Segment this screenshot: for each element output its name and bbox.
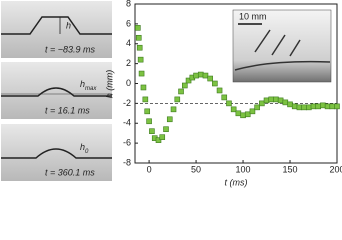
data-point bbox=[149, 128, 155, 134]
data-point bbox=[212, 80, 218, 87]
data-point bbox=[324, 103, 331, 110]
film-profile bbox=[1, 16, 112, 35]
data-point bbox=[197, 71, 204, 78]
data-point bbox=[244, 111, 251, 118]
data-point bbox=[259, 100, 265, 107]
data-point bbox=[320, 102, 326, 109]
photo-panel: hmax t = 16.1 ms bbox=[1, 62, 112, 119]
y-tick-label: 8 bbox=[126, 0, 131, 8]
y-tick-label: 6 bbox=[126, 18, 131, 28]
data-point bbox=[291, 103, 298, 110]
inset-photo bbox=[232, 9, 332, 83]
y-tick-label: -4 bbox=[123, 118, 131, 128]
panel-caption: t = 16.1 ms bbox=[45, 105, 90, 115]
data-point bbox=[185, 77, 192, 84]
y-tick-label: -8 bbox=[123, 157, 131, 167]
data-point bbox=[159, 134, 166, 140]
data-point bbox=[137, 56, 144, 63]
inset: 10 mm bbox=[232, 9, 332, 83]
photo bbox=[1, 1, 112, 58]
data-point bbox=[235, 110, 242, 117]
data-point bbox=[216, 87, 223, 94]
panel-label: h bbox=[66, 20, 71, 30]
data-point bbox=[301, 104, 307, 111]
data-point bbox=[155, 137, 162, 143]
x-tick-label: 50 bbox=[191, 164, 201, 174]
data-point bbox=[249, 108, 256, 115]
data-point bbox=[287, 101, 293, 108]
film-profile bbox=[1, 87, 112, 97]
data-point bbox=[140, 84, 147, 91]
data-point bbox=[254, 104, 260, 111]
data-point bbox=[282, 99, 289, 106]
data-point bbox=[142, 96, 149, 103]
photo bbox=[1, 124, 112, 181]
panel-label: h0 bbox=[80, 142, 89, 154]
y-tick-label: 2 bbox=[126, 58, 131, 68]
data-point bbox=[334, 103, 340, 110]
data-point bbox=[138, 70, 145, 77]
data-point bbox=[226, 100, 232, 107]
y-tick-label: -2 bbox=[123, 98, 131, 108]
data-point bbox=[146, 118, 152, 125]
data-point bbox=[315, 103, 322, 110]
photo-panel: h0 t = 360.1 ms bbox=[1, 124, 112, 181]
data-point bbox=[178, 88, 184, 95]
data-point bbox=[263, 97, 270, 104]
film-profile bbox=[1, 148, 112, 159]
x-tick-label: 200 bbox=[329, 164, 342, 174]
data-point bbox=[136, 44, 143, 51]
y-tick-label: 4 bbox=[126, 38, 131, 48]
data-point bbox=[277, 97, 284, 104]
data-point bbox=[310, 103, 317, 110]
data-point bbox=[202, 72, 209, 79]
data-point bbox=[207, 75, 213, 82]
x-tick-label: 150 bbox=[283, 164, 298, 174]
photo-panel: h t = −83.9 ms bbox=[1, 1, 112, 58]
x-axis-label: t (ms) bbox=[225, 177, 248, 187]
data-point bbox=[329, 103, 336, 110]
panel-label: hmax bbox=[80, 79, 97, 91]
panel-caption: t = 360.1 ms bbox=[45, 167, 95, 177]
data-point bbox=[170, 106, 177, 113]
data-point bbox=[230, 106, 237, 113]
data-point bbox=[240, 112, 246, 119]
inset-drops bbox=[234, 29, 331, 71]
photo bbox=[1, 62, 112, 119]
data-point bbox=[144, 108, 151, 115]
panel-caption: t = −83.9 ms bbox=[45, 44, 96, 54]
data-point bbox=[268, 96, 275, 103]
y-tick-label: -6 bbox=[123, 138, 131, 148]
y-tick-label: 0 bbox=[126, 78, 131, 88]
figure: h t = −83.9 ms hmax t = 16.1 ms h0 t = 3… bbox=[1, 0, 342, 187]
y-axis-label: h (mm) bbox=[104, 70, 114, 99]
data-point bbox=[273, 96, 279, 103]
x-tick-label: 0 bbox=[147, 164, 152, 174]
data-point bbox=[221, 94, 228, 101]
data-point bbox=[181, 82, 188, 89]
data-point bbox=[193, 72, 199, 79]
data-point bbox=[135, 25, 141, 31]
data-point bbox=[296, 104, 303, 111]
data-point bbox=[163, 126, 169, 133]
data-point bbox=[306, 104, 312, 111]
x-tick-label: 100 bbox=[236, 164, 251, 174]
data-point bbox=[174, 96, 181, 103]
data-point bbox=[166, 116, 173, 123]
data-point bbox=[135, 34, 142, 41]
scale-label: 10 mm bbox=[239, 11, 267, 21]
